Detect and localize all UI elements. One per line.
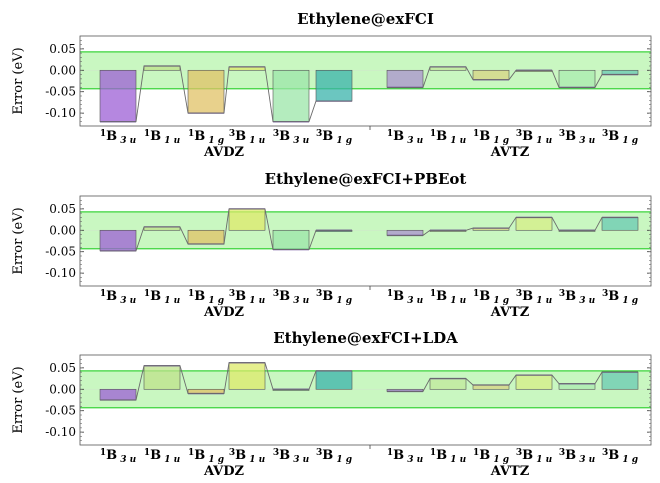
x-tick-label: 3B 1 g [316,448,352,465]
group-label-avtz: AVTZ [490,305,530,320]
x-tick-label: 3B 1 u [516,448,553,465]
x-tick-label: 3B 3 u [273,129,310,146]
bar [187,69,225,114]
x-tick-label: 3B 1 g [602,289,638,306]
x-tick-label: 1B 1 u [144,448,181,465]
bar [228,362,266,390]
x-tick-label: 1B 1 u [430,129,467,146]
x-tick-label: 3B 1 g [602,448,638,465]
bar [228,208,266,231]
x-tick-label: 1B 1 g [188,289,224,306]
step-line [100,362,352,401]
x-tick-label: 1B 1 g [188,448,224,465]
x-tick-label: 1B 1 g [473,289,509,306]
x-tick-label: 1B 1 u [430,448,467,465]
step-line [387,66,638,88]
x-tick-label: 1B 1 g [473,129,509,146]
bar [472,69,510,81]
y-tick-label: 0.05 [49,202,76,216]
bar [558,69,596,88]
bar [272,229,310,250]
group-label-avdz: AVDZ [203,145,245,160]
chart-title: Ethylene@exFCI [297,10,434,28]
x-tick-label: 1B 3 u [100,129,137,146]
y-tick-label: 0.00 [49,382,76,396]
y-tick-label: -0.10 [45,106,76,120]
step-line [387,216,638,236]
x-tick-label: 3B 3 u [559,289,596,306]
group-label-avdz: AVDZ [203,464,245,479]
group-label-avtz: AVTZ [490,464,530,479]
y-tick-label: 0.05 [49,42,76,56]
y-tick-label: -0.05 [45,85,76,99]
x-tick-label: 3B 1 g [316,289,352,306]
y-tick-label: 0.00 [49,63,76,77]
x-tick-label: 3B 1 g [602,129,638,146]
step-line [387,371,638,392]
group-label-avdz: AVDZ [203,305,245,320]
x-tick-label: 1B 3 u [387,448,424,465]
bar [429,378,467,390]
x-tick-label: 3B 3 u [559,129,596,146]
x-tick-label: 1B 1 u [144,129,181,146]
x-tick-label: 1B 3 u [100,289,137,306]
y-tick-label: -0.10 [45,425,76,439]
x-tick-label: 3B 1 u [516,129,553,146]
y-axis-label: Error (eV) [11,207,26,274]
chart-panel-1: Ethylene@exFCI 0.05 0.00 -0.05 -0.10 Error (e… [11,10,652,160]
bar [99,388,137,401]
y-tick-label: -0.10 [45,266,76,280]
x-tick-label: 3B 1 u [229,448,266,465]
chart-panel-2: Ethylene@exFCI+PBEot 0.05 0.00 -0.05 -0.10 Er… [11,170,652,320]
chart-panel-3: Ethylene@exFCI+LDA 0.05 0.00 -0.05 -0.10 Erro… [11,329,652,479]
bar [386,229,424,236]
step-line [100,208,352,252]
bar [386,69,424,88]
x-tick-label: 3B 1 u [229,289,266,306]
x-tick-label: 3B 1 g [316,129,352,146]
x-tick-label: 1B 1 u [144,289,181,306]
chart-title: Ethylene@exFCI+LDA [273,329,458,347]
x-tick-label: 3B 3 u [273,448,310,465]
y-tick-label: -0.05 [45,404,76,418]
x-tick-label: 1B 3 u [100,448,137,465]
bar [515,217,553,231]
x-tick-label: 1B 1 g [473,448,509,465]
group-label-avtz: AVTZ [490,145,530,160]
y-tick-label: 0.00 [49,223,76,237]
x-tick-label: 1B 1 g [188,129,224,146]
step-line [100,65,352,123]
y-tick-label: 0.05 [49,361,76,375]
bar [187,229,225,245]
x-tick-label: 1B 3 u [387,129,424,146]
y-tick-label: -0.05 [45,245,76,259]
bar [315,370,353,390]
bar [558,383,596,390]
x-tick-label: 1B 3 u [387,289,424,306]
bar [272,69,310,123]
bar [601,217,639,231]
chart-title: Ethylene@exFCI+PBEot [265,170,467,188]
x-tick-label: 3B 1 u [516,289,553,306]
bar [601,371,639,390]
y-axis-label: Error (eV) [11,47,26,114]
bar [143,365,181,390]
bar [315,69,353,102]
bar [515,374,553,390]
x-tick-label: 3B 3 u [559,448,596,465]
bar [99,229,137,252]
x-tick-label: 3B 1 u [229,129,266,146]
y-axis-label: Error (eV) [11,366,26,433]
bar [99,69,137,123]
x-tick-label: 3B 3 u [273,289,310,306]
x-tick-label: 1B 1 u [430,289,467,306]
